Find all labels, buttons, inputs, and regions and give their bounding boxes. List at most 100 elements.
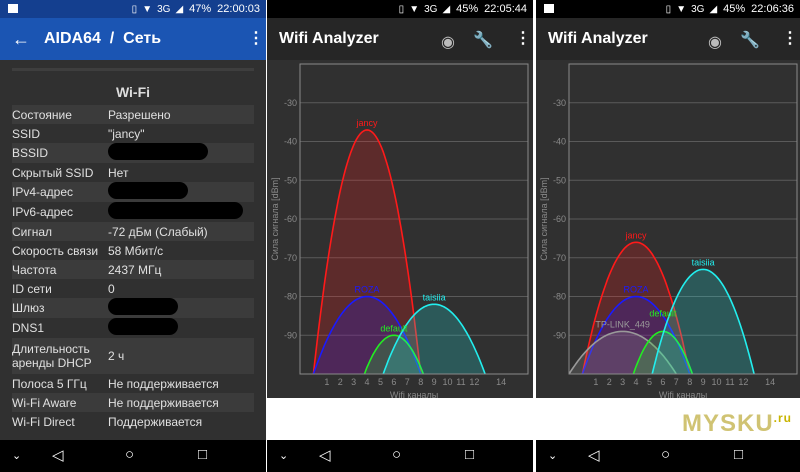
status-bar: ▯ ▼ 3G ◢ 47% 22:00:03 xyxy=(0,0,266,18)
x-axis-label: Wifi каналы xyxy=(390,390,438,398)
x-tick-label: 11 xyxy=(725,377,734,387)
info-row: Длительность аренды DHCP 2 ч xyxy=(12,338,254,374)
network-curve-default xyxy=(632,330,694,374)
info-label: Частота xyxy=(12,262,57,277)
clock: 22:00:03 xyxy=(217,3,260,15)
recents-icon[interactable]: □ xyxy=(465,446,475,463)
image-notification-icon xyxy=(544,4,554,13)
recents-icon[interactable]: □ xyxy=(734,446,744,463)
eye-icon[interactable]: ◉ xyxy=(441,34,455,51)
chevron-down-icon[interactable]: ⌄ xyxy=(12,450,22,462)
info-row: Скорость связи 58 Мбит/с xyxy=(12,241,254,260)
wrench-icon[interactable]: 🔧 xyxy=(740,32,760,49)
info-label: SSID xyxy=(12,126,41,141)
battery-level: 47% xyxy=(189,3,212,15)
battery-level: 45% xyxy=(723,3,746,15)
y-tick-label: -40 xyxy=(284,137,297,147)
y-tick-label: -30 xyxy=(284,98,297,108)
channel-graph-svg: -30-40-50-60-70-80-901 2 3 4 5 6 7 8 9 10 11 12 14ja… xyxy=(270,63,529,400)
x-tick-label: 4 xyxy=(365,377,370,387)
info-row: Состояние Разрешено xyxy=(12,105,254,124)
info-value xyxy=(108,318,254,338)
status-bar: ▯ ▼ 3G ◢ 45% 22:05:44 xyxy=(267,0,533,18)
app-title: Wifi Analyzer xyxy=(279,30,379,47)
info-value: 2437 МГц xyxy=(108,262,162,277)
channel-graph: -30 -40 -50 -60 -70 -80 -90 1 2 3 4 5 6 7 8 9 10 11 12 14 ja… xyxy=(536,60,800,400)
network-label: default xyxy=(649,308,677,318)
x-tick-label: 7 xyxy=(405,377,410,387)
info-value: Поддерживается xyxy=(108,414,203,429)
network-curve-jancy xyxy=(581,241,691,374)
app-bar: Wifi Analyzer ◉ 🔧 ⋮ xyxy=(536,18,800,60)
wrench-icon[interactable]: 🔧 xyxy=(473,32,493,49)
y-tick-label: -30 xyxy=(553,98,566,108)
x-tick-label: 5 xyxy=(647,377,652,387)
info-value: 2 ч xyxy=(108,349,125,363)
x-tick-label: 6 xyxy=(391,377,396,387)
y-axis-label: Сила сигнала [dBm] xyxy=(270,177,280,260)
info-value: Не поддерживается xyxy=(108,376,219,391)
info-value: 58 Мбит/с xyxy=(108,243,164,258)
network-type: 3G xyxy=(691,3,705,15)
info-label: Wi-Fi Aware xyxy=(12,395,77,410)
info-row: Wi-Fi Aware Не поддерживается xyxy=(12,393,254,412)
y-tick-label: -90 xyxy=(284,330,297,340)
clock: 22:06:36 xyxy=(751,3,794,15)
wifi-icon: ▼ xyxy=(142,3,153,15)
wifi-analyzer-screen-1: ▯ ▼ 3G ◢ 45% 22:05:44 Wifi Analyzer ◉ 🔧 ⋮ -… xyxy=(267,0,533,472)
info-label: Длительность аренды DHCP xyxy=(12,342,92,370)
x-tick-label: 14 xyxy=(765,377,775,387)
x-tick-label: 5 xyxy=(378,377,383,387)
redaction-mark xyxy=(108,143,208,160)
x-tick-label: 8 xyxy=(418,377,423,387)
redaction-mark xyxy=(108,298,178,315)
network-label: ROZA xyxy=(355,285,380,295)
vibrate-icon: ▯ xyxy=(131,3,138,15)
chevron-down-icon[interactable]: ⌄ xyxy=(548,450,558,462)
info-row: ID сети 0 xyxy=(12,279,254,298)
x-tick-label: 1 xyxy=(324,377,329,387)
x-tick-label: 7 xyxy=(674,377,679,387)
home-icon[interactable]: ○ xyxy=(392,446,402,463)
home-icon[interactable]: ○ xyxy=(125,446,135,463)
info-value: 0 xyxy=(108,281,115,296)
back-icon[interactable]: ◁ xyxy=(52,447,64,464)
more-options-icon[interactable]: ⋮ xyxy=(515,30,531,47)
x-tick-label: 6 xyxy=(660,377,665,387)
eye-icon[interactable]: ◉ xyxy=(708,34,722,51)
home-icon[interactable]: ○ xyxy=(661,446,671,463)
plot-frame xyxy=(299,63,529,375)
info-row: Шлюз xyxy=(12,298,254,318)
signal-icon: ◢ xyxy=(709,3,718,15)
chevron-down-icon[interactable]: ⌄ xyxy=(279,450,289,462)
info-row: DNS1 xyxy=(12,318,254,338)
more-options-icon[interactable]: ⋮ xyxy=(782,30,798,47)
y-axis-label: Сила сигнала [dBm] xyxy=(539,177,549,260)
info-label: IPv4-адрес xyxy=(12,185,74,199)
y-tick-label: -90 xyxy=(553,330,566,340)
divider xyxy=(12,68,254,71)
app-bar: ← AIDA64 / Сеть ⋮ xyxy=(0,18,266,60)
clock: 22:05:44 xyxy=(484,3,527,15)
x-tick-label: 9 xyxy=(432,377,437,387)
x-tick-label: 11 xyxy=(456,377,465,387)
network-label: taisiia xyxy=(423,292,446,302)
back-icon[interactable]: ◁ xyxy=(319,447,331,464)
aida64-screen: ▯ ▼ 3G ◢ 47% 22:00:03 ← AIDA64 / Сеть ⋮ Wi-… xyxy=(0,0,266,472)
back-arrow-icon[interactable]: ← xyxy=(12,28,30,49)
info-value xyxy=(108,298,254,318)
network-label: jancy xyxy=(356,118,379,128)
back-icon[interactable]: ◁ xyxy=(588,447,600,464)
x-tick-label: 10 xyxy=(443,377,453,387)
network-label: jancy xyxy=(625,230,648,240)
channel-graph: -30 -40 -50 -60 -70 -80 -90 1 2 3 4 5 6 7 8 9 10 11 12 14 ja… xyxy=(267,60,533,400)
info-row: IPv4-адрес xyxy=(12,182,254,202)
more-options-icon[interactable]: ⋮ xyxy=(248,30,264,47)
y-tick-label: -70 xyxy=(553,253,566,263)
x-tick-label: 8 xyxy=(687,377,692,387)
redaction-mark xyxy=(108,202,243,219)
channel-graph-svg: -30-40-50-60-70-80-901 2 3 4 5 6 7 8 9 10 11 12 14ja… xyxy=(539,63,798,400)
recents-icon[interactable]: □ xyxy=(198,446,208,463)
plot-frame xyxy=(568,63,798,375)
info-value xyxy=(108,143,254,163)
